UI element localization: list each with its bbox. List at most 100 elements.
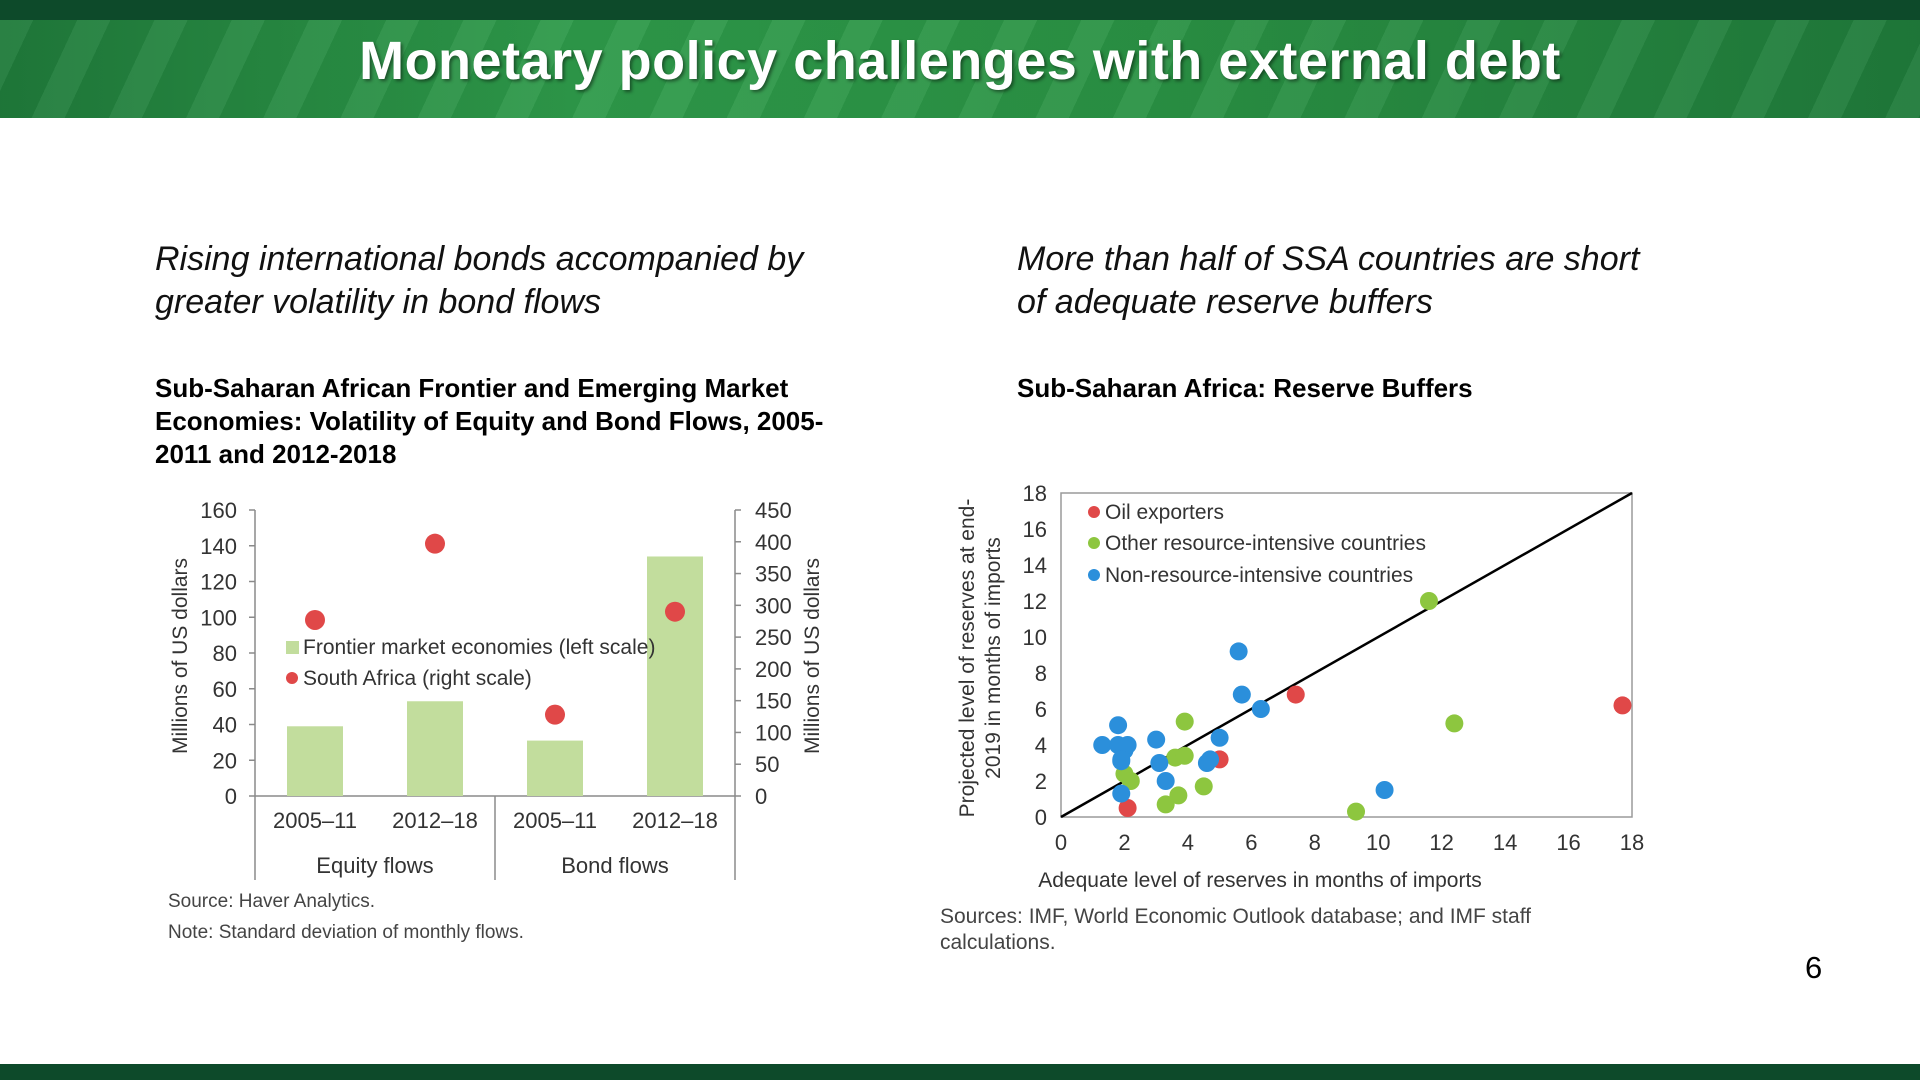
y-tick-label: 12 <box>1023 589 1047 614</box>
bottom-strip <box>0 1064 1920 1080</box>
category-label: 2012–18 <box>632 808 718 833</box>
scatter-point <box>1112 750 1131 769</box>
bar <box>527 740 583 796</box>
dot-marker <box>425 533 445 554</box>
scatter-point <box>1109 716 1128 735</box>
left-subtitle-line2: greater volatility in bond flows <box>155 283 602 321</box>
y-tick-label: 10 <box>1023 625 1047 650</box>
y-tick-label: 18 <box>1023 481 1047 506</box>
left-note: Note: Standard deviation of monthly flow… <box>168 922 524 943</box>
scatter-point <box>1201 750 1220 769</box>
left-subtitle: Rising international bonds accompanied b… <box>155 238 803 324</box>
y-tick-label: 4 <box>1035 733 1047 758</box>
x-axis-title: Adequate level of reserves in months of … <box>1038 869 1482 892</box>
x-tick-label: 4 <box>1182 830 1194 855</box>
right-tick-label: 150 <box>755 689 792 714</box>
top-strip <box>0 0 1920 20</box>
legend-swatch-bar <box>286 641 299 654</box>
page-number: 6 <box>1805 950 1823 985</box>
right-axis-title: Millions of US dollars <box>801 558 824 754</box>
scatter-chart: 0 2 4 6 8 10 12 14 16 18 0 2 4 6 8 10 12 14 16 18 Adequate … <box>956 481 1644 892</box>
legend-label-nonresource: Non-resource-intensive countries <box>1105 564 1413 587</box>
scatter-point <box>1147 730 1166 749</box>
legend-label-dot: South Africa (right scale) <box>303 667 532 690</box>
dot-marker <box>305 609 325 630</box>
x-tick-label: 18 <box>1620 830 1644 855</box>
left-source: Source: Haver Analytics. <box>168 891 375 912</box>
right-source-line1: Sources: IMF, World Economic Outlook dat… <box>940 905 1531 928</box>
legend-swatch-dot <box>286 672 298 684</box>
scatter-point <box>1175 746 1194 765</box>
scatter-point <box>1232 685 1251 704</box>
scatter-point <box>1156 795 1175 814</box>
left-subtitle-line1: Rising international bonds accompanied b… <box>155 240 804 278</box>
legend-dot-oil <box>1088 506 1100 518</box>
y-tick-label: 8 <box>1035 661 1047 686</box>
scatter-point <box>1251 700 1270 718</box>
right-tick-label: 100 <box>755 720 792 745</box>
y-tick-label: 0 <box>1035 805 1047 830</box>
x-tick-label: 16 <box>1556 830 1580 855</box>
bar <box>647 556 703 796</box>
scatter-point <box>1175 712 1194 731</box>
right-tick-label: 0 <box>755 784 767 809</box>
x-tick-label: 14 <box>1493 830 1517 855</box>
right-chart-title: Sub-Saharan Africa: Reserve Buffers <box>1017 373 1473 403</box>
legend-label-bar: Frontier market economies (left scale) <box>303 636 655 659</box>
right-notes: Sources: IMF, World Economic Outlook dat… <box>940 904 1531 956</box>
left-chart-title-line1: Sub-Saharan African Frontier and Emergin… <box>155 373 789 403</box>
right-tick-label: 450 <box>755 498 792 523</box>
bar <box>407 701 463 796</box>
right-subtitle-line2: of adequate reserve buffers <box>1017 283 1433 321</box>
scatter-point <box>1419 592 1438 610</box>
scatter-point <box>1156 772 1175 790</box>
y-tick-label: 16 <box>1023 517 1047 542</box>
title-banner: Monetary policy challenges with external… <box>0 20 1920 118</box>
x-tick-label: 0 <box>1055 830 1067 855</box>
group-label: Bond flows <box>561 853 669 878</box>
y-axis-title-line1: Projected level of reserves at end- <box>956 499 979 818</box>
left-tick-label: 60 <box>213 677 237 702</box>
x-tick-label: 2 <box>1118 830 1130 855</box>
scatter-point <box>1210 728 1229 747</box>
right-tick-label: 350 <box>755 562 792 587</box>
y-tick-label: 6 <box>1035 697 1047 722</box>
left-tick-label: 80 <box>213 641 237 666</box>
legend-label-resource: Other resource-intensive countries <box>1105 532 1426 555</box>
x-tick-label: 6 <box>1245 830 1257 855</box>
legend-dot-resource <box>1088 537 1100 549</box>
left-tick-label: 0 <box>225 784 237 809</box>
left-tick-label: 40 <box>213 713 237 738</box>
category-label: 2005–11 <box>513 808 597 833</box>
dot-marker <box>665 601 685 622</box>
left-tick-label: 140 <box>200 534 237 559</box>
bar-chart: 0 20 40 60 80 100 120 140 160 0 50 100 150 200 250 300 3… <box>169 498 824 880</box>
scatter-point <box>1121 772 1140 790</box>
scatter-point <box>1613 696 1632 715</box>
legend-label-oil: Oil exporters <box>1105 501 1224 524</box>
left-notes: Source: Haver Analytics. Note: Standard … <box>168 886 524 948</box>
category-label: 2012–18 <box>392 808 478 833</box>
legend-dot-nonresource <box>1088 569 1100 581</box>
scatter-point <box>1286 685 1305 704</box>
bar-legend: Frontier market economies (left scale) S… <box>286 636 655 690</box>
scatter-point <box>1229 642 1248 661</box>
scatter-point <box>1150 754 1169 772</box>
right-subtitle-line1: More than half of SSA countries are shor… <box>1017 240 1640 278</box>
left-chart-title-line3: 2011 and 2012-2018 <box>155 439 397 469</box>
scatter-point <box>1347 802 1366 821</box>
right-tick-label: 50 <box>755 752 779 777</box>
left-tick-label: 20 <box>213 748 237 773</box>
x-tick-label: 8 <box>1309 830 1321 855</box>
dot-marker <box>545 704 565 725</box>
right-source-line2: calculations. <box>940 931 1056 954</box>
scatter-point <box>1093 736 1112 754</box>
bar <box>287 726 343 796</box>
scatter-point <box>1118 736 1137 754</box>
y-axis-title-line2: 2019 in months of imports <box>982 537 1005 779</box>
scatter-point <box>1445 714 1464 733</box>
y-tick-label: 14 <box>1023 553 1047 578</box>
left-tick-label: 160 <box>200 498 237 523</box>
y-tick-label: 2 <box>1035 769 1047 794</box>
plot-frame <box>1060 492 1633 818</box>
